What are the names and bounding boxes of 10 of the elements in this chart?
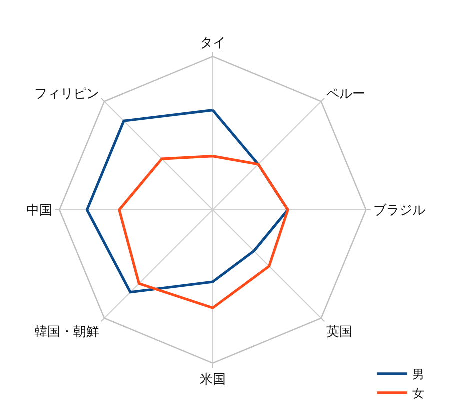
spoke-label: タイ [200, 36, 226, 51]
spoke-label: 中国 [26, 204, 52, 219]
spoke-label: 米国 [200, 372, 226, 388]
spoke-label: フィリピン [34, 86, 100, 102]
spoke-label: 韓国・朝鮮 [34, 324, 100, 340]
spoke-label: ペルー [326, 86, 366, 102]
spoke-label: ブラジル [373, 204, 426, 219]
legend-label: 女 [412, 386, 424, 401]
spoke-label: 英国 [326, 324, 352, 340]
legend-label: 男 [412, 368, 424, 382]
